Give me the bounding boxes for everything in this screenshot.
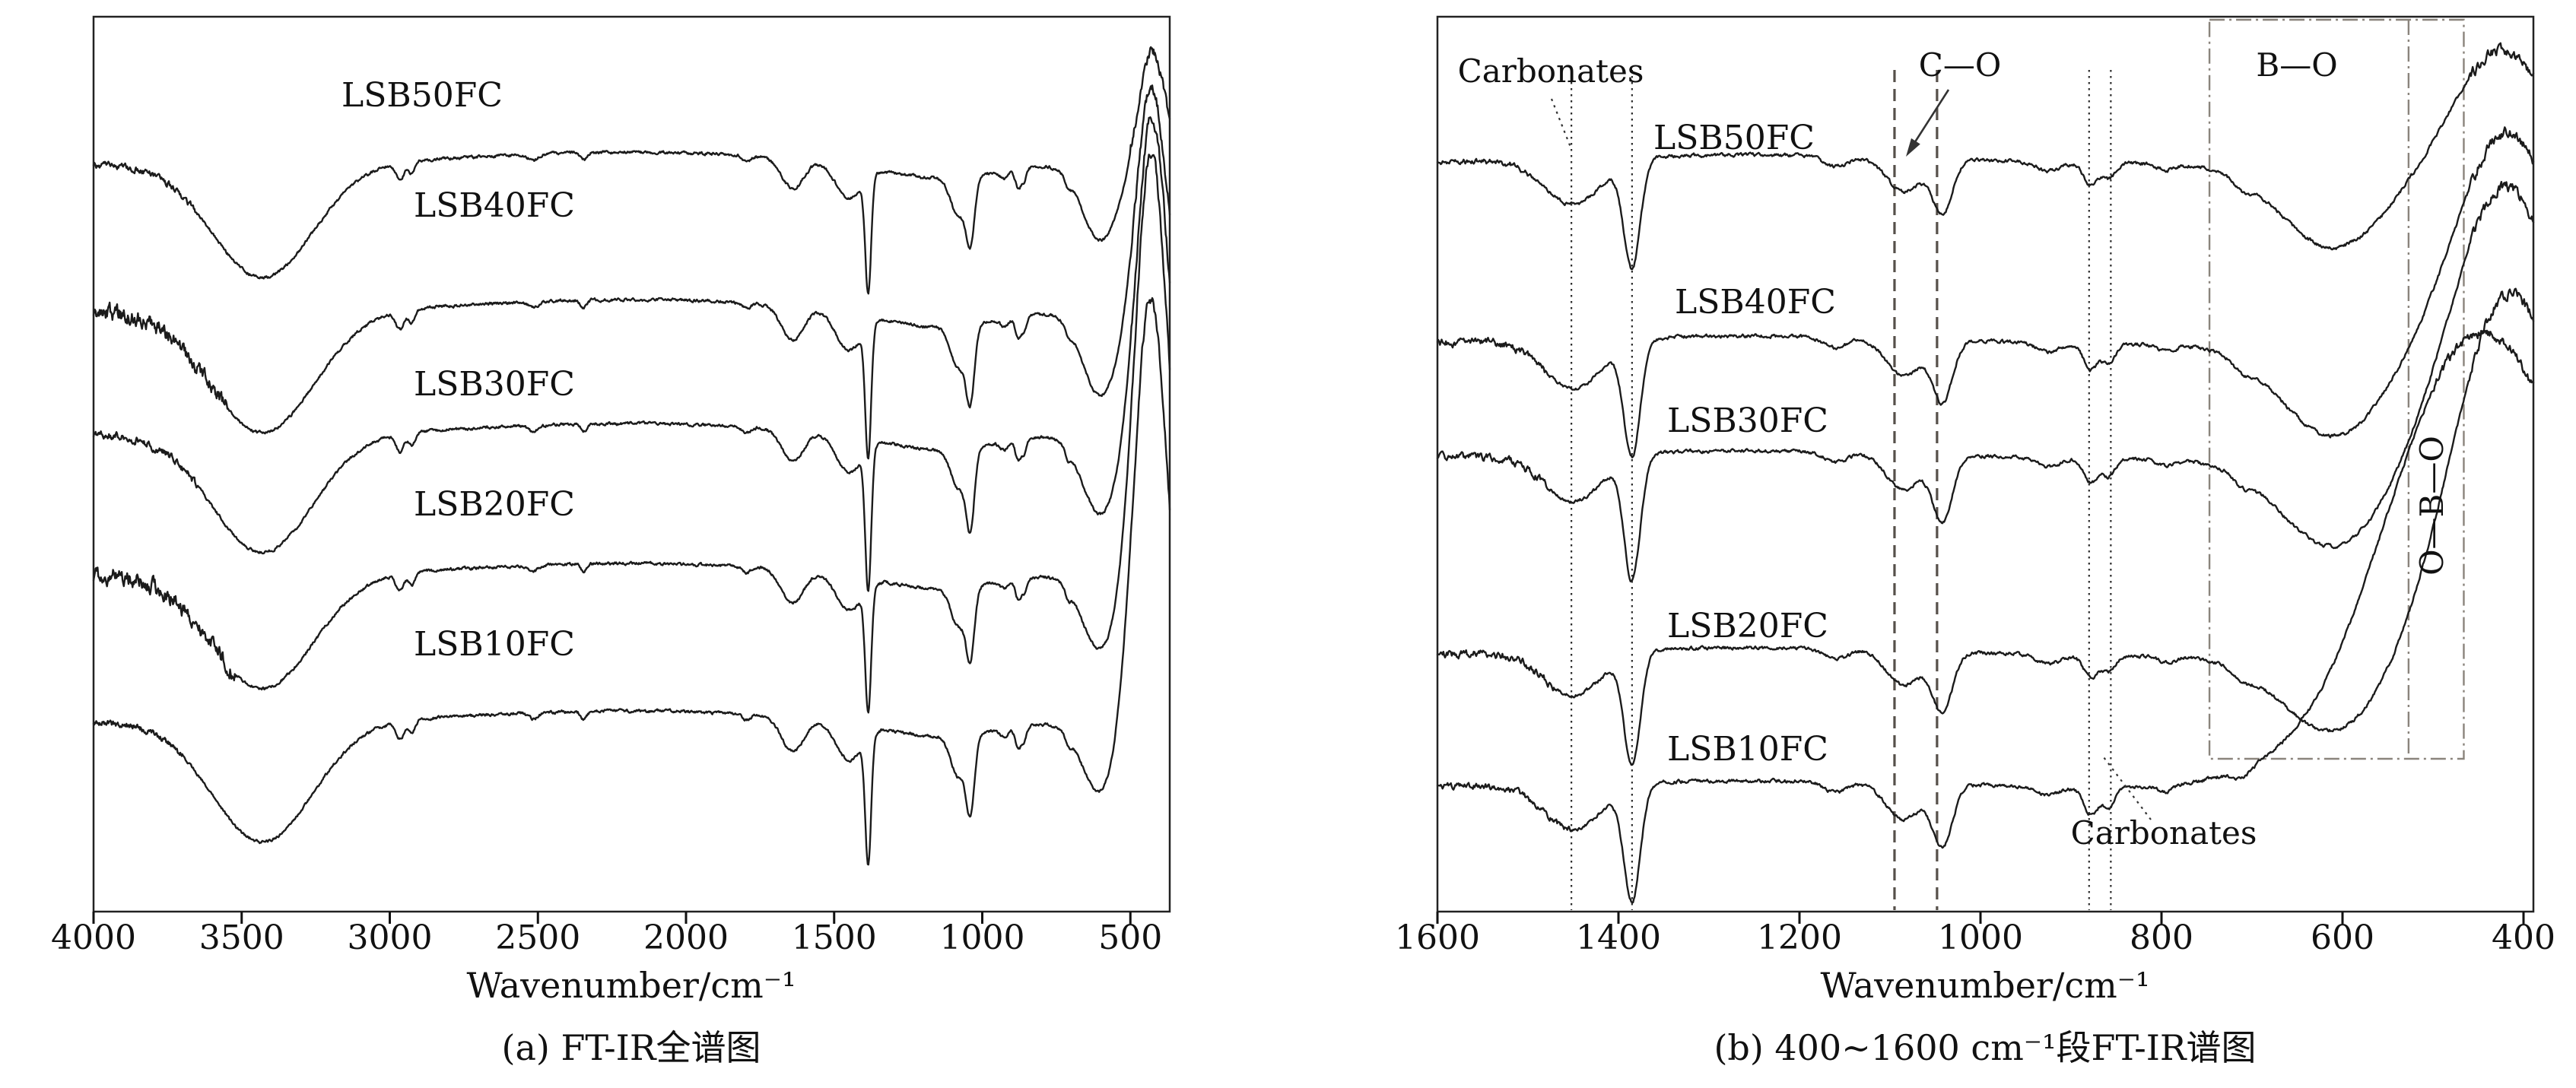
annotation-carbonates-top: Carbonates: [1458, 52, 1644, 90]
guide-box-b-o: [2208, 18, 2465, 760]
panel-b: 1600 1400 1200 1000 800 600 400 LSB50FC LSB40F…: [1395, 15, 2555, 1068]
panel-a-x-axis: 4000 3500 3000 2500 2000 1500 1000 500: [51, 912, 1162, 957]
panel-b-caption: (b) 400~1600 cm⁻¹段FT-IR谱图: [1714, 1027, 2256, 1068]
annotation-o-b-o: O—B—O: [2413, 436, 2451, 576]
panel-b-xlabel: Wavenumber/cm⁻¹: [1820, 965, 2149, 1006]
x-tick-label: 4000: [51, 918, 136, 957]
panel-b-x-axis: 1600 1400 1200 1000 800 600 400: [1395, 912, 2555, 957]
annotation-carbonates-bottom: Carbonates: [2071, 814, 2257, 852]
panel-a-xlabel: Wavenumber/cm⁻¹: [466, 965, 796, 1006]
panel-a: 4000 3500 3000 2500 2000 1500 1000 500 LSB50FC …: [51, 15, 1171, 1068]
x-tick-label: 400: [2492, 918, 2555, 957]
panel-a-plot-border: [92, 15, 1171, 913]
spectrum-LSB20FC: [1436, 287, 2535, 766]
x-tick-label: 3500: [199, 918, 284, 957]
panel-b-guides: [1571, 18, 2465, 910]
series-label-lsb10fc-b: LSB10FC: [1667, 730, 1828, 769]
x-tick-label: 800: [2130, 918, 2193, 957]
x-tick-label: 3000: [348, 918, 433, 957]
spectrum-LSB50FC: [1436, 42, 2535, 271]
x-tick-label: 1500: [792, 918, 877, 957]
annotation-c-o: C—O: [1919, 46, 2002, 84]
panel-b-spectra: [1436, 42, 2535, 904]
spectrum-LSB30FC: [92, 116, 1171, 592]
series-label-lsb50fc-b: LSB50FC: [1653, 119, 1815, 157]
series-label-lsb30fc-b: LSB30FC: [1667, 401, 1828, 440]
panel-b-plot-border: [1436, 15, 2535, 913]
spectrum-LSB10FC: [92, 297, 1171, 866]
series-label-lsb40fc-b: LSB40FC: [1675, 283, 1836, 322]
c-o-arrow-head: [1906, 138, 1920, 157]
panel-a-spectra: [92, 46, 1171, 866]
series-label-lsb20fc-a: LSB20FC: [414, 485, 575, 524]
series-label-lsb30fc-a: LSB30FC: [414, 365, 575, 404]
x-tick-label: 1200: [1757, 918, 1842, 957]
series-label-lsb10fc-a: LSB10FC: [414, 625, 575, 664]
panel-a-caption: (a) FT-IR全谱图: [502, 1027, 761, 1068]
x-tick-label: 2500: [495, 918, 580, 957]
x-tick-label: 2000: [643, 918, 729, 957]
spectrum-LSB20FC: [92, 154, 1171, 714]
series-label-lsb40fc-a: LSB40FC: [414, 186, 575, 225]
x-tick-label: 1000: [1938, 918, 2023, 957]
annotation-b-o: B—O: [2256, 46, 2337, 84]
c-o-arrow-line: [1909, 89, 1950, 150]
carbonates-top-leader-line: [1550, 98, 1573, 150]
spectrum-LSB40FC: [1436, 126, 2535, 458]
series-label-lsb50fc-a: LSB50FC: [341, 76, 503, 115]
spectrum-LSB10FC: [1436, 329, 2535, 904]
x-tick-label: 600: [2311, 918, 2374, 957]
x-tick-label: 1000: [940, 918, 1025, 957]
x-tick-label: 1600: [1395, 918, 1480, 957]
spectrum-LSB50FC: [92, 46, 1171, 295]
spectrum-LSB30FC: [1436, 180, 2535, 582]
spectrum-LSB40FC: [92, 84, 1171, 460]
x-tick-label: 1400: [1576, 918, 1661, 957]
x-tick-label: 500: [1098, 918, 1162, 957]
series-label-lsb20fc-b: LSB20FC: [1667, 607, 1828, 646]
